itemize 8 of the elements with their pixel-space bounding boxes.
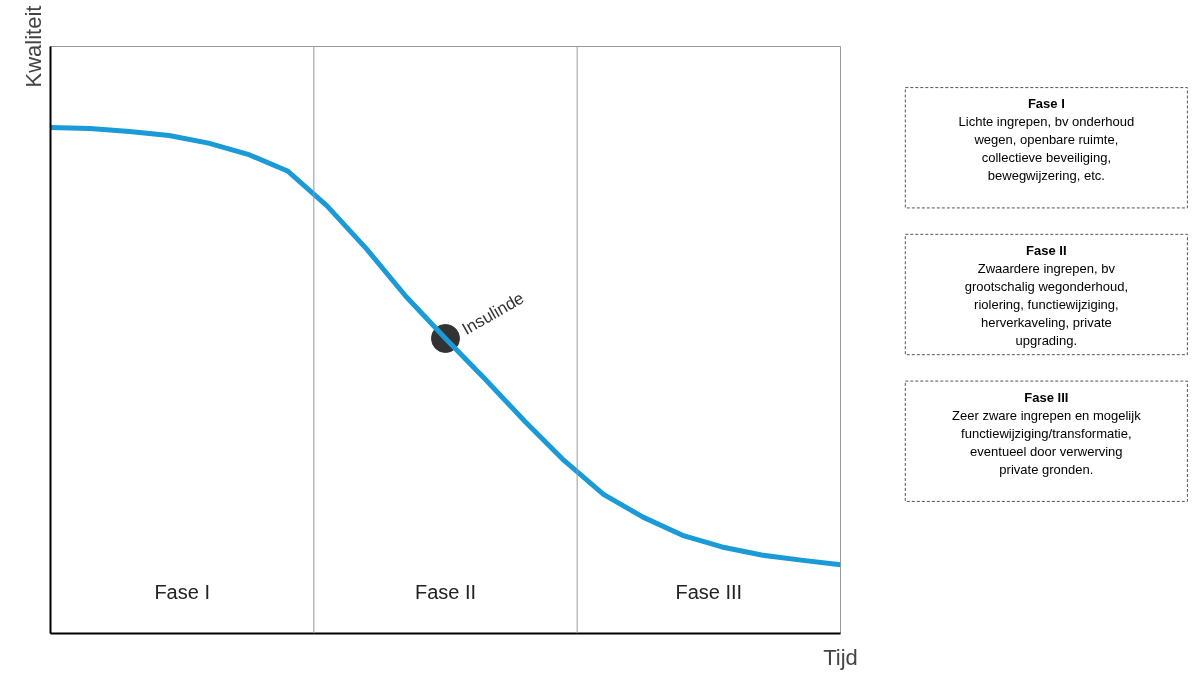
x-axis-title: Tijd xyxy=(823,644,858,670)
annotation: Fase III xyxy=(675,581,743,604)
text: Fase I Lichte ingrepen, bv onderhoud wegen, openbare ruimte, collectieve beveiliging, bewegwijzering, etc. xyxy=(958,96,1135,184)
text: Fase III Zeer zware ingrepen en mogelijk functiewijziging/transformatie, eventueel door verwerving private gronden. xyxy=(952,389,1142,477)
y-axis-title: Kwaliteit xyxy=(20,5,46,88)
annotation: Fase II xyxy=(414,581,477,604)
text: Fase II Zwaardere ingrepen, bv grootschalig wegonderhoud, riolering, functiewijziging, herverkaveling, private upgrading. xyxy=(964,243,1129,348)
annotation: Fase I xyxy=(154,581,210,604)
